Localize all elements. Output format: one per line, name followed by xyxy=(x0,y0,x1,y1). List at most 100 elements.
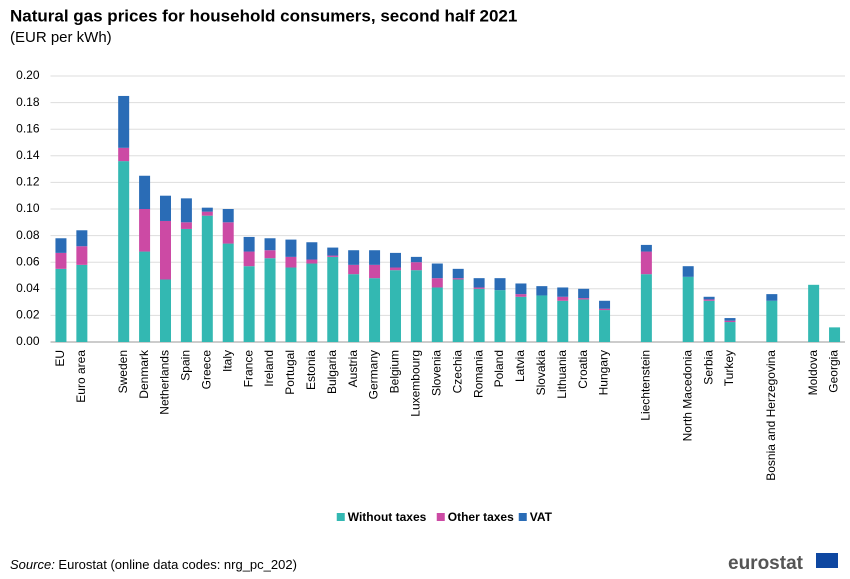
bar-segment xyxy=(327,256,339,342)
logo: eurostat xyxy=(728,553,804,574)
bar-segment xyxy=(55,238,67,253)
x-tick-label: Belgium xyxy=(388,350,402,393)
bar-segment xyxy=(536,295,548,342)
bar-segment xyxy=(808,284,820,342)
x-tick-label: Spain xyxy=(179,350,193,381)
x-tick-label: Slovakia xyxy=(534,350,548,396)
y-tick-label: 0.12 xyxy=(16,175,40,189)
x-tick-label: Austria xyxy=(346,350,360,388)
x-tick-label: Croatia xyxy=(576,350,590,389)
x-tick-label: Lithuania xyxy=(555,350,569,399)
source-label: Source: xyxy=(10,557,55,572)
bar-segment xyxy=(557,287,569,297)
y-tick-label: 0.20 xyxy=(16,68,40,82)
bar-segment xyxy=(452,268,464,279)
x-tick-label: Bulgaria xyxy=(325,350,339,394)
bar-segment xyxy=(473,278,485,288)
legend-swatch xyxy=(336,513,345,521)
x-tick-label: Serbia xyxy=(701,350,715,385)
bar-segment xyxy=(201,211,213,216)
bar-segment xyxy=(118,161,130,342)
bar-segment xyxy=(306,242,318,260)
bar-segment xyxy=(348,250,360,265)
bar-segment xyxy=(243,266,255,342)
legend-swatch xyxy=(518,513,527,521)
bar-segment xyxy=(473,288,485,342)
bar-segment xyxy=(682,266,694,277)
bar-segment xyxy=(640,251,652,275)
bar-segment xyxy=(264,258,276,342)
y-tick-label: 0.18 xyxy=(16,95,40,109)
bar-segment xyxy=(452,279,464,342)
bar-segment xyxy=(599,300,611,309)
bar-segment xyxy=(494,278,506,291)
bar-segment xyxy=(180,228,192,342)
bar-segment xyxy=(766,300,778,342)
x-tick-label: Slovenia xyxy=(429,350,443,396)
legend-label: Without taxes xyxy=(348,510,427,524)
x-tick-label: Hungary xyxy=(597,350,611,395)
x-tick-label: Italy xyxy=(220,350,234,372)
y-tick-label: 0.00 xyxy=(16,334,40,348)
x-tick-label: Sweden xyxy=(116,350,130,393)
bar-segment xyxy=(306,263,318,342)
x-tick-label: Estonia xyxy=(304,350,318,390)
bar-segment xyxy=(515,283,527,295)
bar-segment xyxy=(578,288,590,299)
bar-segment xyxy=(431,278,443,288)
source: Source: Eurostat (online data codes: nrg… xyxy=(10,557,297,572)
bar-segment xyxy=(557,296,569,301)
logo-flag xyxy=(816,553,838,568)
bar-segment xyxy=(599,308,611,311)
bar-segment xyxy=(118,147,130,162)
bar-segment xyxy=(327,255,339,257)
chart-title: Natural gas prices for household consume… xyxy=(10,6,517,25)
x-tick-label: Poland xyxy=(492,350,506,387)
x-tick-label: Euro area xyxy=(74,350,88,403)
bar-segment xyxy=(348,274,360,342)
legend-label: Other taxes xyxy=(448,510,514,524)
bar-segment xyxy=(682,276,694,342)
x-tick-label: Luxembourg xyxy=(409,350,423,417)
bar-segment xyxy=(640,274,652,342)
bar-segment xyxy=(55,252,67,269)
bar-segment xyxy=(348,264,360,275)
x-tick-label: Netherlands xyxy=(158,350,172,415)
bar-segment xyxy=(369,250,381,265)
legend-swatch xyxy=(436,513,445,521)
x-tick-label: Denmark xyxy=(137,349,151,399)
bar-segment xyxy=(536,286,548,296)
bar-segment xyxy=(159,220,171,280)
bar-segment xyxy=(285,239,297,257)
y-tick-label: 0.16 xyxy=(16,121,40,135)
bar-segment xyxy=(640,244,652,252)
bar-segment xyxy=(264,250,276,259)
x-tick-label: Ireland xyxy=(262,350,276,387)
bar-segment xyxy=(159,279,171,342)
bar-segment xyxy=(222,222,234,244)
x-tick-label: Bosnia and Herzegovina xyxy=(764,350,778,481)
bar-segment xyxy=(431,287,443,342)
bar-segment xyxy=(703,300,715,342)
x-tick-label: France xyxy=(241,350,255,388)
bar-segment xyxy=(389,252,401,268)
y-tick-label: 0.14 xyxy=(16,148,40,162)
bar-segment xyxy=(76,264,88,342)
bar-segment xyxy=(410,262,422,271)
legend-label: VAT xyxy=(530,510,553,524)
bar-segment xyxy=(180,198,192,223)
bar-segment xyxy=(243,236,255,252)
bar-segment xyxy=(201,207,213,212)
bar-segment xyxy=(494,290,506,342)
bar-segment xyxy=(222,243,234,342)
bar-segment xyxy=(180,222,192,229)
bar-segment xyxy=(222,209,234,223)
bar-segment xyxy=(389,270,401,342)
bar-segment xyxy=(285,256,297,268)
bar-segment xyxy=(829,327,841,342)
bar-segment xyxy=(452,278,464,280)
x-tick-label: Germany xyxy=(367,350,381,399)
bar-segment xyxy=(578,299,590,342)
bar-segment xyxy=(724,322,736,342)
